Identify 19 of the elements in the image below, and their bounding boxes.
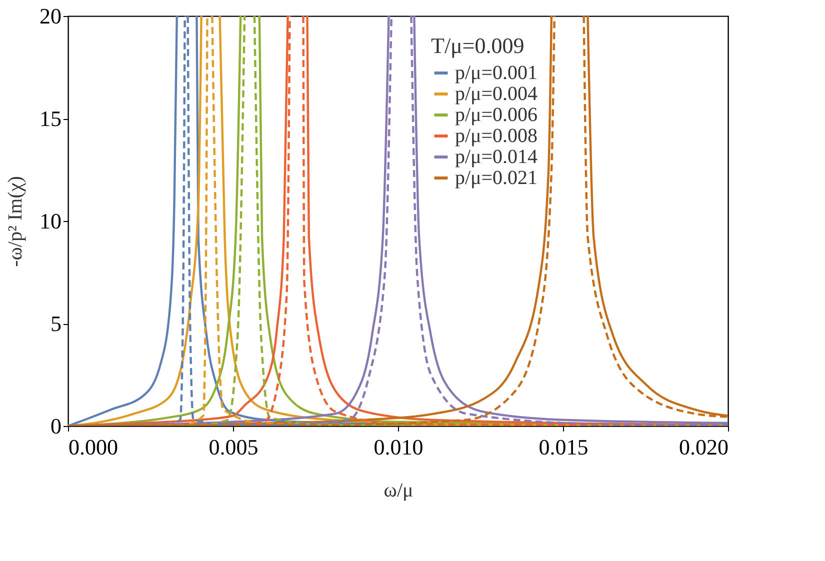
y-axis-title: -ω/p² Im(χ) xyxy=(4,176,26,267)
y-tick-label: 5 xyxy=(50,311,62,336)
x-tick-label: 0.000 xyxy=(68,434,118,460)
legend-title: T/μ=0.009 xyxy=(431,33,524,58)
y-tick-label: 15 xyxy=(40,106,62,131)
y-tick-label: 0 xyxy=(50,414,62,438)
x-axis-title: ω/μ xyxy=(384,480,414,502)
y-tick-label: 10 xyxy=(40,208,62,234)
legend-label: p/μ=0.021 xyxy=(455,167,538,189)
legend-label: p/μ=0.014 xyxy=(455,146,538,168)
x-tick-label: 0.015 xyxy=(538,434,588,460)
x-tick-label: 0.020 xyxy=(679,434,728,460)
x-tick-label: 0.010 xyxy=(374,434,424,460)
legend-label: p/μ=0.008 xyxy=(455,125,538,147)
legend-label: p/μ=0.001 xyxy=(455,62,538,84)
x-tick-label: 0.005 xyxy=(208,434,258,460)
legend-label: p/μ=0.006 xyxy=(455,104,538,126)
y-tick-label: 20 xyxy=(40,4,62,28)
legend-label: p/μ=0.004 xyxy=(455,83,538,105)
